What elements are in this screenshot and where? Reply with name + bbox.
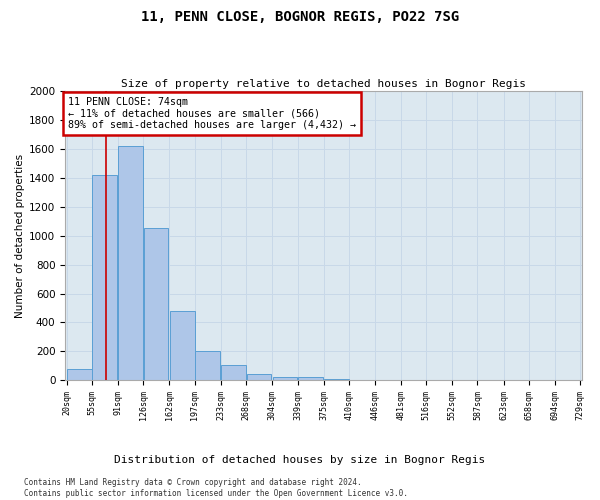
Bar xyxy=(170,311,194,380)
Bar xyxy=(143,228,169,380)
Bar xyxy=(118,146,143,380)
Text: 11 PENN CLOSE: 74sqm
← 11% of detached houses are smaller (566)
89% of semi-deta: 11 PENN CLOSE: 74sqm ← 11% of detached h… xyxy=(68,97,356,130)
Bar xyxy=(67,370,92,380)
Bar xyxy=(221,365,246,380)
Bar xyxy=(298,378,323,380)
Text: Distribution of detached houses by size in Bognor Regis: Distribution of detached houses by size … xyxy=(115,455,485,465)
Text: Contains HM Land Registry data © Crown copyright and database right 2024.
Contai: Contains HM Land Registry data © Crown c… xyxy=(24,478,408,498)
Bar xyxy=(324,379,349,380)
Bar xyxy=(92,175,117,380)
Text: 11, PENN CLOSE, BOGNOR REGIS, PO22 7SG: 11, PENN CLOSE, BOGNOR REGIS, PO22 7SG xyxy=(141,10,459,24)
Y-axis label: Number of detached properties: Number of detached properties xyxy=(15,154,25,318)
Title: Size of property relative to detached houses in Bognor Regis: Size of property relative to detached ho… xyxy=(121,79,526,89)
Bar xyxy=(247,374,271,380)
Bar xyxy=(195,352,220,380)
Bar xyxy=(272,378,298,380)
